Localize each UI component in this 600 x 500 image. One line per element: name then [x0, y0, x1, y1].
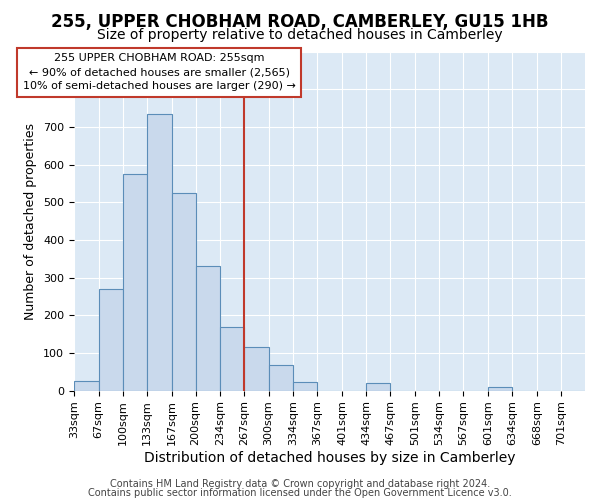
Bar [122, 174, 147, 390]
Bar [196, 266, 220, 390]
Bar [74, 380, 98, 390]
Bar [244, 348, 269, 391]
Bar [293, 382, 317, 390]
X-axis label: Distribution of detached houses by size in Camberley: Distribution of detached houses by size … [143, 451, 515, 465]
Text: 255 UPPER CHOBHAM ROAD: 255sqm
← 90% of detached houses are smaller (2,565)
10% : 255 UPPER CHOBHAM ROAD: 255sqm ← 90% of … [23, 53, 296, 91]
Y-axis label: Number of detached properties: Number of detached properties [25, 122, 37, 320]
Text: Contains HM Land Registry data © Crown copyright and database right 2024.: Contains HM Land Registry data © Crown c… [110, 479, 490, 489]
Bar [147, 114, 172, 390]
Bar [172, 193, 196, 390]
Bar [488, 387, 512, 390]
Bar [366, 383, 391, 390]
Text: 255, UPPER CHOBHAM ROAD, CAMBERLEY, GU15 1HB: 255, UPPER CHOBHAM ROAD, CAMBERLEY, GU15… [51, 12, 549, 30]
Bar [98, 289, 122, 390]
Bar [220, 326, 244, 390]
Bar [269, 366, 293, 390]
Text: Contains public sector information licensed under the Open Government Licence v3: Contains public sector information licen… [88, 488, 512, 498]
Text: Size of property relative to detached houses in Camberley: Size of property relative to detached ho… [97, 28, 503, 42]
